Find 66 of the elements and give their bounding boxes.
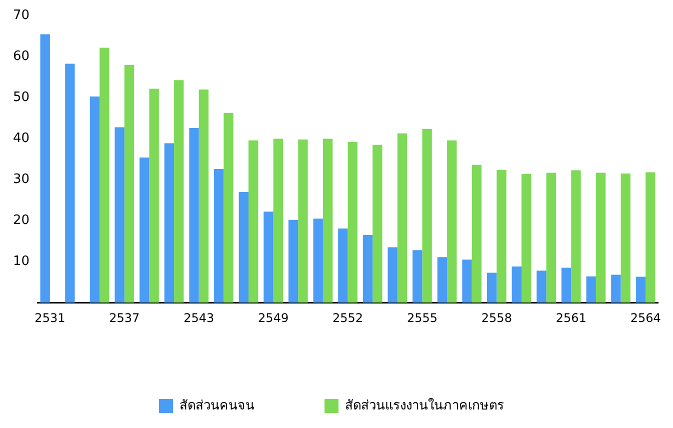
bar (546, 172, 556, 303)
bar (124, 64, 134, 303)
bar (322, 138, 333, 303)
y-tick-label: 10 (12, 254, 30, 270)
y-tick-label: 50 (12, 90, 30, 106)
bar (462, 260, 472, 303)
y-tick-label: 20 (12, 213, 30, 228)
x-tick-label: 2561 (556, 310, 586, 325)
x-tick-label: 2564 (630, 310, 661, 325)
bar (536, 270, 546, 303)
y-tick-label: 70 (12, 8, 30, 24)
bar (264, 212, 274, 303)
y-tick-label: 30 (12, 172, 30, 188)
bar (90, 96, 100, 303)
legend-label: สัดส่วนแรงงานในภาคเกษตร (345, 397, 504, 414)
bar (65, 64, 75, 303)
bar (362, 234, 373, 303)
bar (596, 172, 606, 303)
bar (100, 48, 110, 303)
bar (313, 218, 323, 303)
x-tick-label: 2531 (34, 310, 66, 325)
bar (437, 257, 448, 303)
bar (388, 247, 398, 303)
bar (273, 138, 283, 303)
bar (248, 140, 258, 303)
bar (512, 266, 522, 303)
bar (189, 128, 199, 303)
legend-label: สัดส่วนคนจน (180, 398, 254, 414)
y-tick-label: 60 (12, 49, 30, 64)
x-tick-label: 2537 (109, 310, 140, 325)
bar (198, 90, 209, 303)
bar (298, 140, 308, 303)
bar (174, 80, 184, 303)
bar (40, 34, 50, 303)
bar (238, 192, 248, 303)
bar (646, 172, 656, 303)
bar (114, 127, 124, 303)
bar (571, 170, 581, 303)
bar (586, 276, 596, 303)
bar (140, 158, 150, 303)
bar (447, 140, 457, 303)
y-tick-label: 40 (12, 131, 30, 146)
bar (522, 174, 532, 303)
bar (149, 88, 159, 303)
bar (288, 220, 298, 303)
bar (496, 170, 506, 303)
bar (636, 276, 646, 303)
bar (372, 144, 382, 303)
bar (214, 169, 224, 303)
x-tick-label: 2555 (406, 310, 438, 325)
bar (412, 250, 422, 303)
x-tick-label: 2543 (184, 310, 214, 325)
bar (620, 174, 630, 303)
x-tick-label: 2558 (481, 310, 512, 325)
bar (611, 274, 621, 303)
bar (487, 272, 497, 303)
bar (224, 112, 234, 303)
bar (164, 143, 174, 303)
bar (397, 133, 408, 303)
x-tick-label: 2549 (258, 310, 289, 325)
bar (348, 142, 358, 303)
x-tick-label: 2552 (332, 310, 364, 325)
bar (561, 268, 572, 303)
bar (338, 228, 348, 303)
bar (472, 164, 482, 303)
bar (422, 128, 432, 303)
